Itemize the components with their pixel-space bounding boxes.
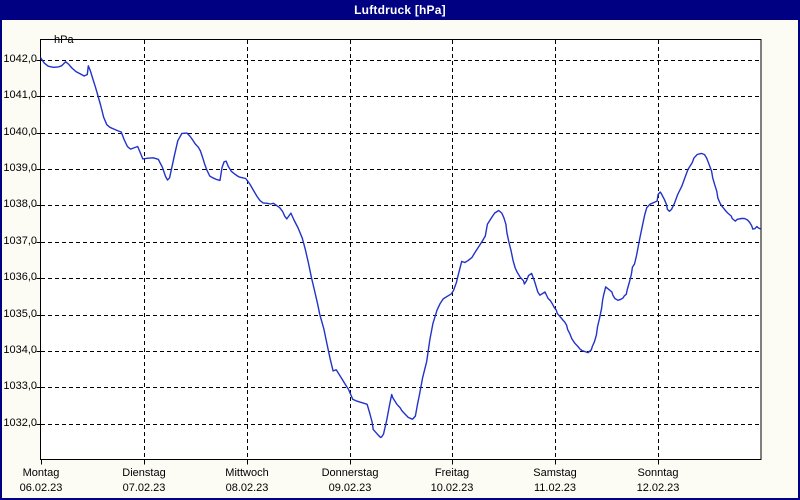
y-axis-unit-label: hPa [54, 34, 74, 46]
y-axis-label: 1038,0 [3, 198, 37, 210]
pressure-series-line [40, 57, 761, 439]
x-axis-day-label: Montag [22, 467, 60, 479]
axis-ticks [36, 60, 659, 465]
y-axis-label: 1041,0 [3, 89, 37, 101]
plot-area [40, 39, 762, 460]
y-axis-label: 1032,0 [3, 417, 37, 429]
y-axis-label: 1040,0 [3, 126, 37, 138]
x-axis-date-label: 10.02.23 [430, 482, 474, 494]
x-axis-day-label: Donnerstag [321, 467, 379, 479]
horizontal-gridlines [41, 60, 761, 425]
x-axis-day-label: Samstag [533, 467, 577, 479]
x-axis-date-label: 12.02.23 [636, 482, 680, 494]
y-axis-label: 1039,0 [3, 162, 37, 174]
x-axis-date-label: 06.02.23 [19, 482, 63, 494]
y-axis-label: 1036,0 [3, 271, 37, 283]
x-axis-day-label: Freitag [434, 467, 470, 479]
y-axis-label: 1034,0 [3, 344, 37, 356]
x-axis-day-label: Sonntag [637, 467, 679, 479]
x-axis-date-label: 09.02.23 [328, 482, 372, 494]
y-axis-label: 1035,0 [3, 308, 37, 320]
y-axis-label: 1042,0 [3, 53, 37, 65]
y-axis-label: 1037,0 [3, 235, 37, 247]
window-title: Luftdruck [hPa] [354, 3, 446, 17]
x-axis-day-label: Dienstag [122, 467, 166, 479]
x-axis-date-label: 07.02.23 [122, 482, 166, 494]
title-bar: Luftdruck [hPa] [0, 0, 800, 20]
y-axis-label: 1033,0 [3, 380, 37, 392]
x-axis-day-label: Mittwoch [225, 467, 269, 479]
x-axis-date-label: 11.02.23 [533, 482, 576, 494]
x-axis-date-label: 08.02.23 [225, 482, 269, 494]
